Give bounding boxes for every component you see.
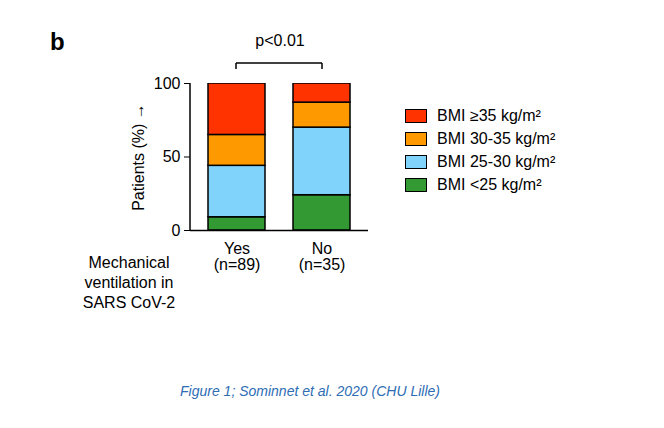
svg-text:No(n=35): No(n=35) [299, 240, 346, 273]
svg-text:Patients (%) →: Patients (%) → [130, 103, 147, 211]
svg-text:Yes(n=89): Yes(n=89) [214, 240, 261, 273]
svg-text:0: 0 [172, 222, 181, 239]
html-text:BMI <25 kg/m²: BMI <25 kg/m² [437, 175, 542, 193]
html-text:BMI 25-30 kg/m²: BMI 25-30 kg/m² [437, 152, 556, 170]
svg-text:100: 100 [154, 75, 181, 92]
html-text:Figure 1; Sominnet et al. 2020: Figure 1; Sominnet et al. 2020 (CHU Lill… [180, 383, 440, 399]
html-text:Mechanical ventilation in SARS: Mechanical ventilation in SARS CoV-2 [82, 254, 176, 311]
html-text:p<0.01: p<0.01 [255, 32, 305, 49]
html-text:b: b [50, 28, 65, 55]
svg-text:50: 50 [163, 148, 181, 165]
html-text:BMI 30-35 kg/m²: BMI 30-35 kg/m² [437, 129, 556, 147]
html-text:BMI ≥35 kg/m²: BMI ≥35 kg/m² [437, 106, 541, 124]
